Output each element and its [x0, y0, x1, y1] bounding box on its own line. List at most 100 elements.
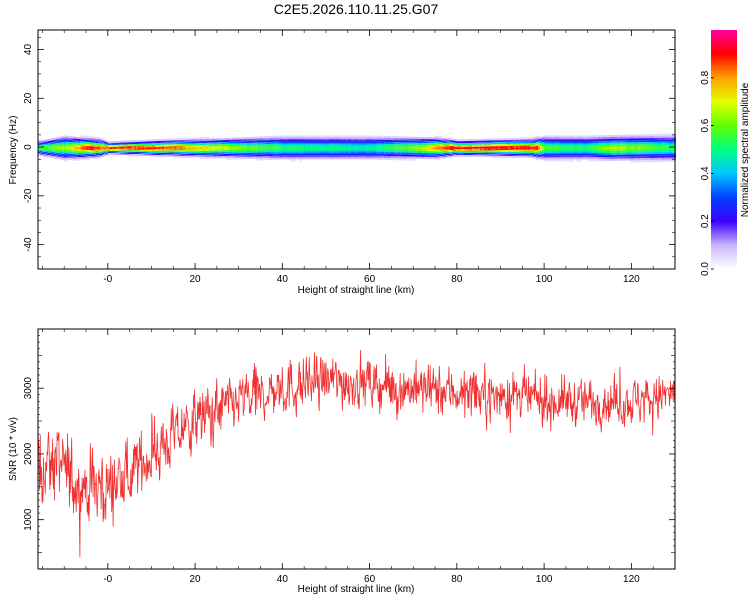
spectrogram-cell [266, 150, 268, 153]
spectrogram-cell [386, 157, 388, 160]
spectrogram-cell [636, 150, 638, 153]
spectrogram-cell [58, 138, 60, 141]
spectrogram-cell [484, 150, 486, 153]
spectrogram-cell [526, 137, 528, 140]
spectrogram-cell [488, 154, 490, 157]
spectrogram-cell [374, 149, 376, 152]
spectrogram-cell [58, 144, 60, 147]
spectrogram-cell [56, 151, 58, 154]
spectrogram-cell [664, 159, 666, 162]
spectrogram-cell [78, 142, 80, 145]
spectrogram-cell [40, 146, 42, 149]
spectrogram-cell [366, 149, 368, 152]
spectrogram-cell [666, 155, 668, 158]
spectrogram-cell [484, 140, 486, 143]
spectrogram-cell [650, 144, 652, 147]
spectrogram-cell [190, 149, 192, 152]
spectrogram-cell [66, 135, 68, 138]
spectrogram-cell [544, 151, 546, 154]
spectrogram-cell [650, 140, 652, 143]
spectrogram-cell [424, 157, 426, 160]
spectrogram-cell [214, 150, 216, 153]
spectrogram-cell [344, 145, 346, 148]
spectrogram-cell [298, 135, 300, 138]
spectrogram-cell [260, 150, 262, 153]
spectrogram-cell [602, 135, 604, 138]
spectrogram-cell [62, 143, 64, 146]
spectrogram-cell [520, 149, 522, 152]
spectrogram-cell [364, 147, 366, 150]
spectrogram-cell [390, 140, 392, 143]
spectrogram-cell [594, 137, 596, 140]
spectrogram-cell [348, 147, 350, 150]
spectrogram-cell [74, 142, 76, 145]
spectrogram-cell [376, 147, 378, 150]
spectrogram-cell [606, 155, 608, 158]
spectrogram-cell [448, 143, 450, 146]
spectrogram-cell [296, 139, 298, 142]
spectrogram-cell [498, 156, 500, 159]
spectrogram-cell [672, 155, 674, 158]
spectrogram-cell [66, 157, 68, 160]
spectrogram-cell [118, 146, 120, 149]
spectrogram-cell [622, 136, 624, 139]
spectrogram-cell [464, 149, 466, 152]
spectrogram-cell [282, 149, 284, 152]
spectrogram-cell [356, 141, 358, 144]
spectrogram-cell [222, 146, 224, 149]
spectrogram-cell [194, 141, 196, 144]
spectrogram-cell [632, 160, 634, 163]
spectrogram-cell [446, 153, 448, 156]
spectrogram-cell [392, 156, 394, 159]
spectrogram-cell [472, 140, 474, 143]
spectrogram-cell [416, 148, 418, 151]
spectrogram-cell [412, 138, 414, 141]
spectrogram-cell [428, 149, 430, 152]
spectrogram-cell [360, 153, 362, 156]
spectrogram-cell [518, 147, 520, 150]
spectrogram-cell [364, 143, 366, 146]
spectrogram-cell [294, 147, 296, 150]
spectrogram-cell [84, 149, 86, 152]
spectrogram-cell [298, 155, 300, 158]
spectrogram-cell [216, 138, 218, 141]
spectrogram-cell [334, 155, 336, 158]
spectrogram-cell [574, 149, 576, 152]
spectrogram-cell [618, 148, 620, 151]
spectrogram-cell [652, 140, 654, 143]
figure-title: C2E5.2026.110.11.25.G07 [274, 1, 439, 17]
spectrogram-cell [250, 156, 252, 159]
spectrogram-cell [250, 142, 252, 145]
spectrogram-cell [568, 151, 570, 154]
spectrogram-cell [184, 153, 186, 156]
spectrogram-cell [416, 146, 418, 149]
spectrogram-cell [386, 155, 388, 158]
spectrogram-cell [402, 158, 404, 161]
spectrogram-cell [178, 140, 180, 143]
spectrogram-cell [288, 141, 290, 144]
spectrogram-cell [428, 157, 430, 160]
spectrogram-cell [540, 150, 542, 153]
spectrogram-cell [582, 145, 584, 148]
spectrogram-cell [254, 148, 256, 151]
spectrogram-cell [360, 137, 362, 140]
spectrogram-cell [64, 141, 66, 144]
spectrogram-cell [194, 147, 196, 150]
spectrogram-cell [552, 159, 554, 162]
spectrogram-cell [340, 151, 342, 154]
spectrogram-cell [406, 152, 408, 155]
spectrogram-cell [570, 153, 572, 156]
spectrogram-cell [104, 145, 106, 148]
spectrogram-cell [582, 139, 584, 142]
spectrogram-cell [146, 149, 148, 152]
spectrogram-cell [164, 148, 166, 151]
spectrogram-cell [190, 141, 192, 144]
spectrogram-cell [572, 137, 574, 140]
spectrogram-cell [136, 153, 138, 156]
spectrogram-cell [550, 139, 552, 142]
spectrogram-cell [412, 148, 414, 151]
spectrogram-cell [136, 139, 138, 142]
spectrogram-cell [110, 151, 112, 154]
spectrogram-cell [218, 150, 220, 153]
spectrogram-cell [346, 145, 348, 148]
